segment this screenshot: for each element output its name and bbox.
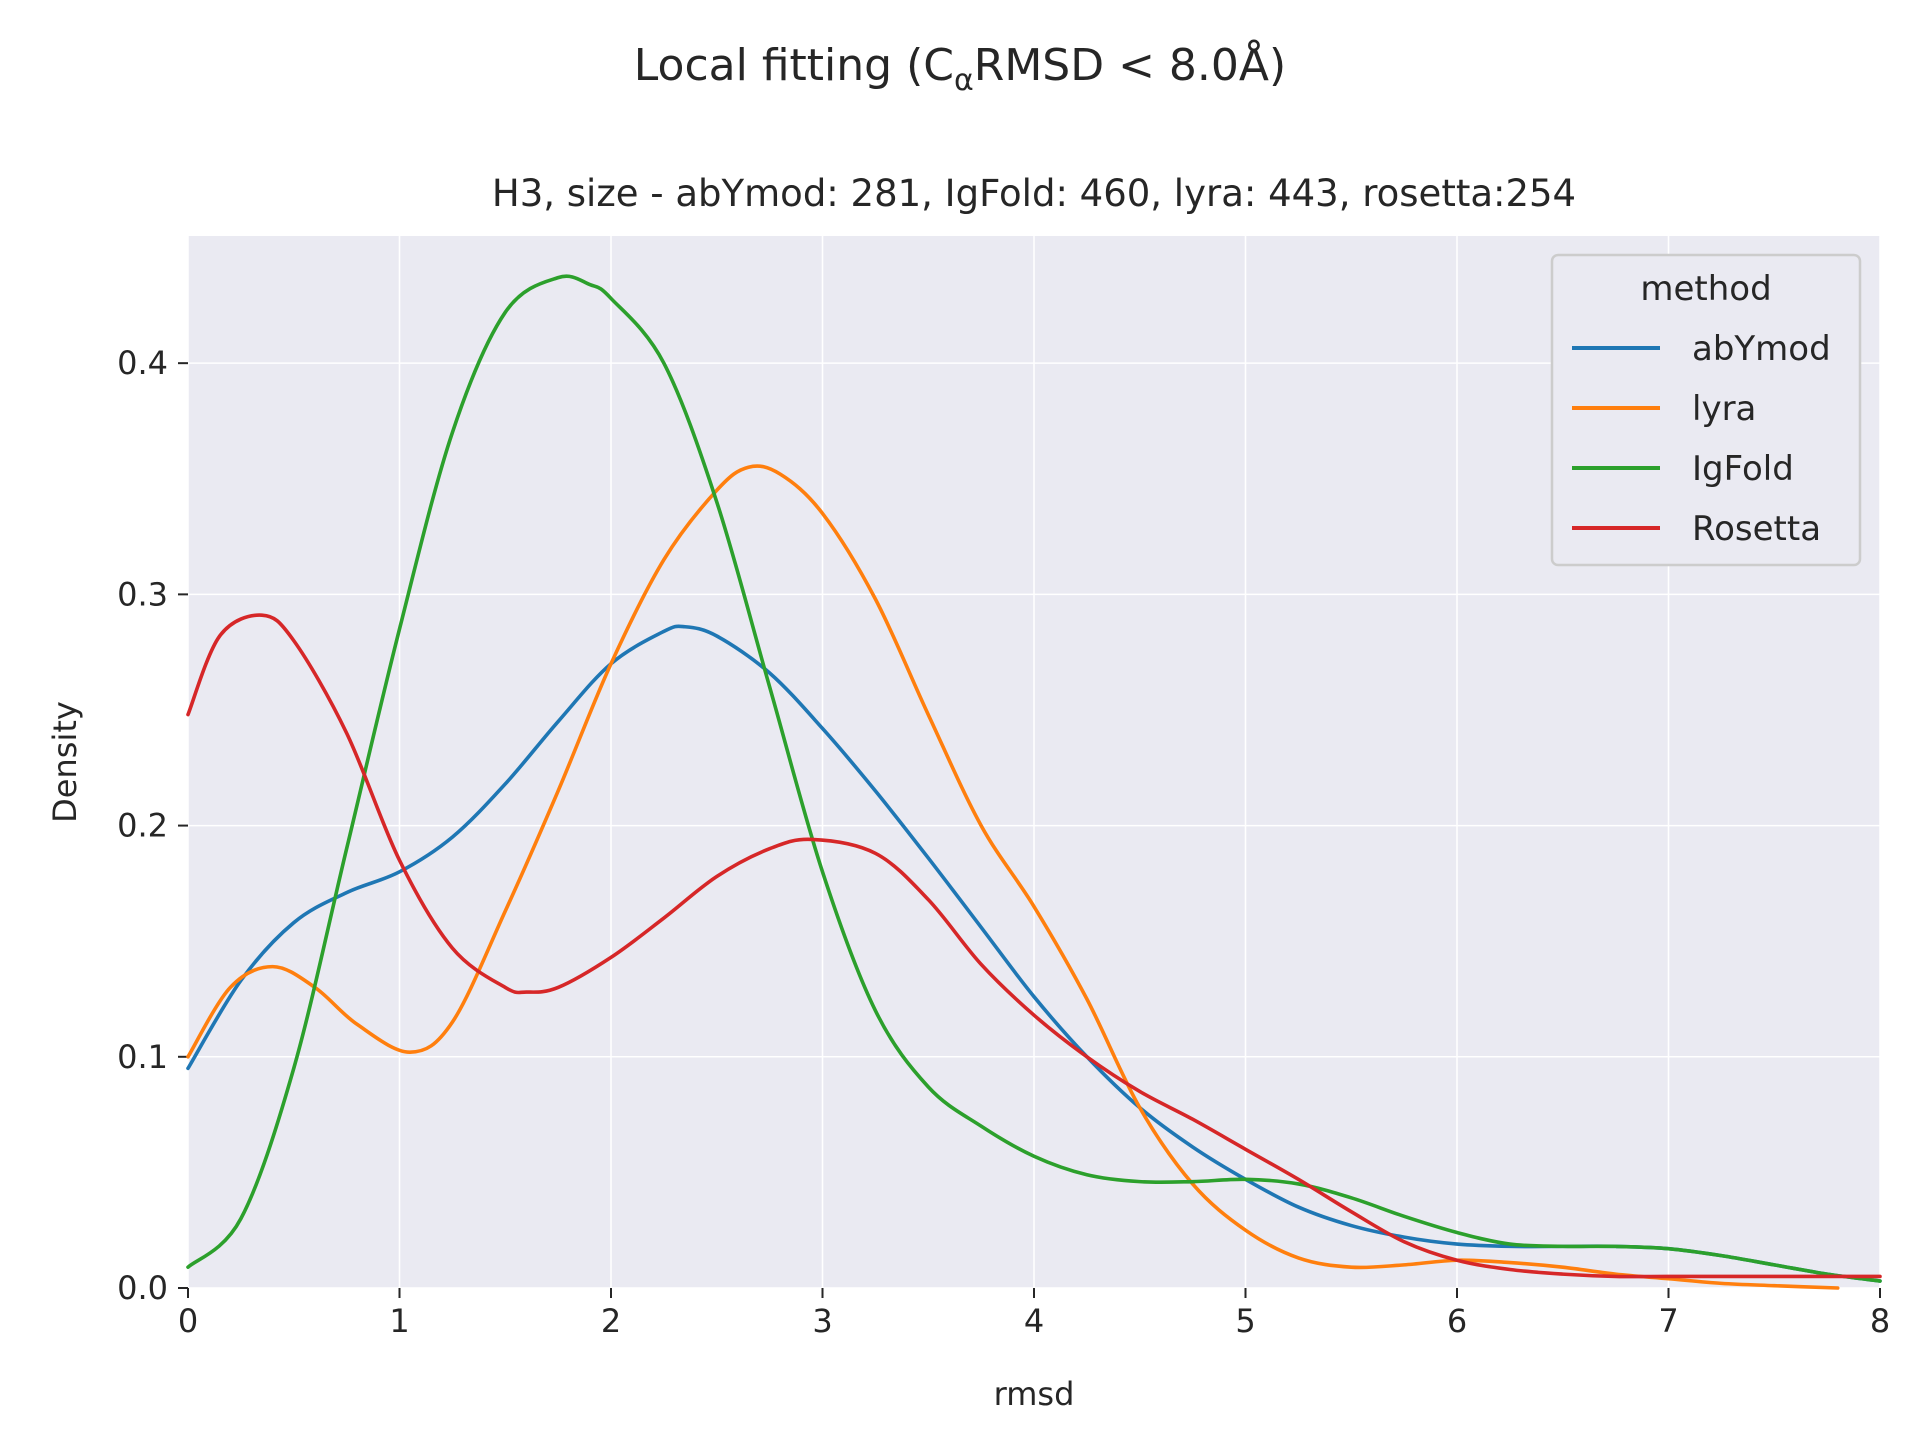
x-tick-label: 8 <box>1870 1302 1890 1340</box>
x-tick-label: 2 <box>601 1302 621 1340</box>
series-line-rosetta <box>186 613 1882 1279</box>
x-tick-label: 3 <box>812 1302 832 1340</box>
legend-label-igfold: IgFold <box>1692 449 1794 489</box>
suptitle-subscript: α <box>954 63 974 98</box>
x-tick-label: 4 <box>1024 1302 1044 1340</box>
legend-title: method <box>1640 269 1771 309</box>
x-tick-label: 6 <box>1447 1302 1467 1340</box>
legend: method abYmod lyra IgFold Rosetta <box>1550 253 1862 567</box>
y-tick-label: 0.1 <box>117 1038 168 1076</box>
suptitle-main: Local fitting (C <box>634 40 954 91</box>
x-axis-label: rmsd <box>994 1375 1075 1413</box>
y-tick-label: 0.4 <box>117 344 168 382</box>
series-lines <box>186 274 1882 1290</box>
legend-entries: abYmod lyra IgFold Rosetta <box>1572 329 1831 549</box>
chart-title: H3, size - abYmod: 281, IgFold: 460, lyr… <box>492 172 1576 215</box>
y-tick-label: 0.3 <box>117 575 168 613</box>
y-tick-label: 0.2 <box>117 807 168 845</box>
series-line-lyra <box>186 464 1840 1290</box>
axes: 0 1 2 3 4 5 6 7 8 0.0 0.1 0.2 0.3 0.4 <box>117 344 1890 1340</box>
legend-box <box>1550 253 1862 567</box>
legend-label-lyra: lyra <box>1692 389 1756 429</box>
y-axis-label: Density <box>46 701 84 823</box>
legend-label-rosetta: Rosetta <box>1692 509 1821 549</box>
figure-suptitle: Local fitting (CαRMSD < 8.0Å) <box>634 38 1286 98</box>
suptitle-rest: RMSD < 8.0Å) <box>974 38 1286 91</box>
x-tick-label: 1 <box>389 1302 409 1340</box>
series-line-igfold <box>186 274 1882 1283</box>
y-tick-label: 0.0 <box>117 1269 168 1307</box>
x-tick-label: 0 <box>178 1302 198 1340</box>
x-tick-label: 5 <box>1235 1302 1255 1340</box>
x-tick-label: 7 <box>1658 1302 1678 1340</box>
legend-label-abymod: abYmod <box>1692 329 1831 369</box>
